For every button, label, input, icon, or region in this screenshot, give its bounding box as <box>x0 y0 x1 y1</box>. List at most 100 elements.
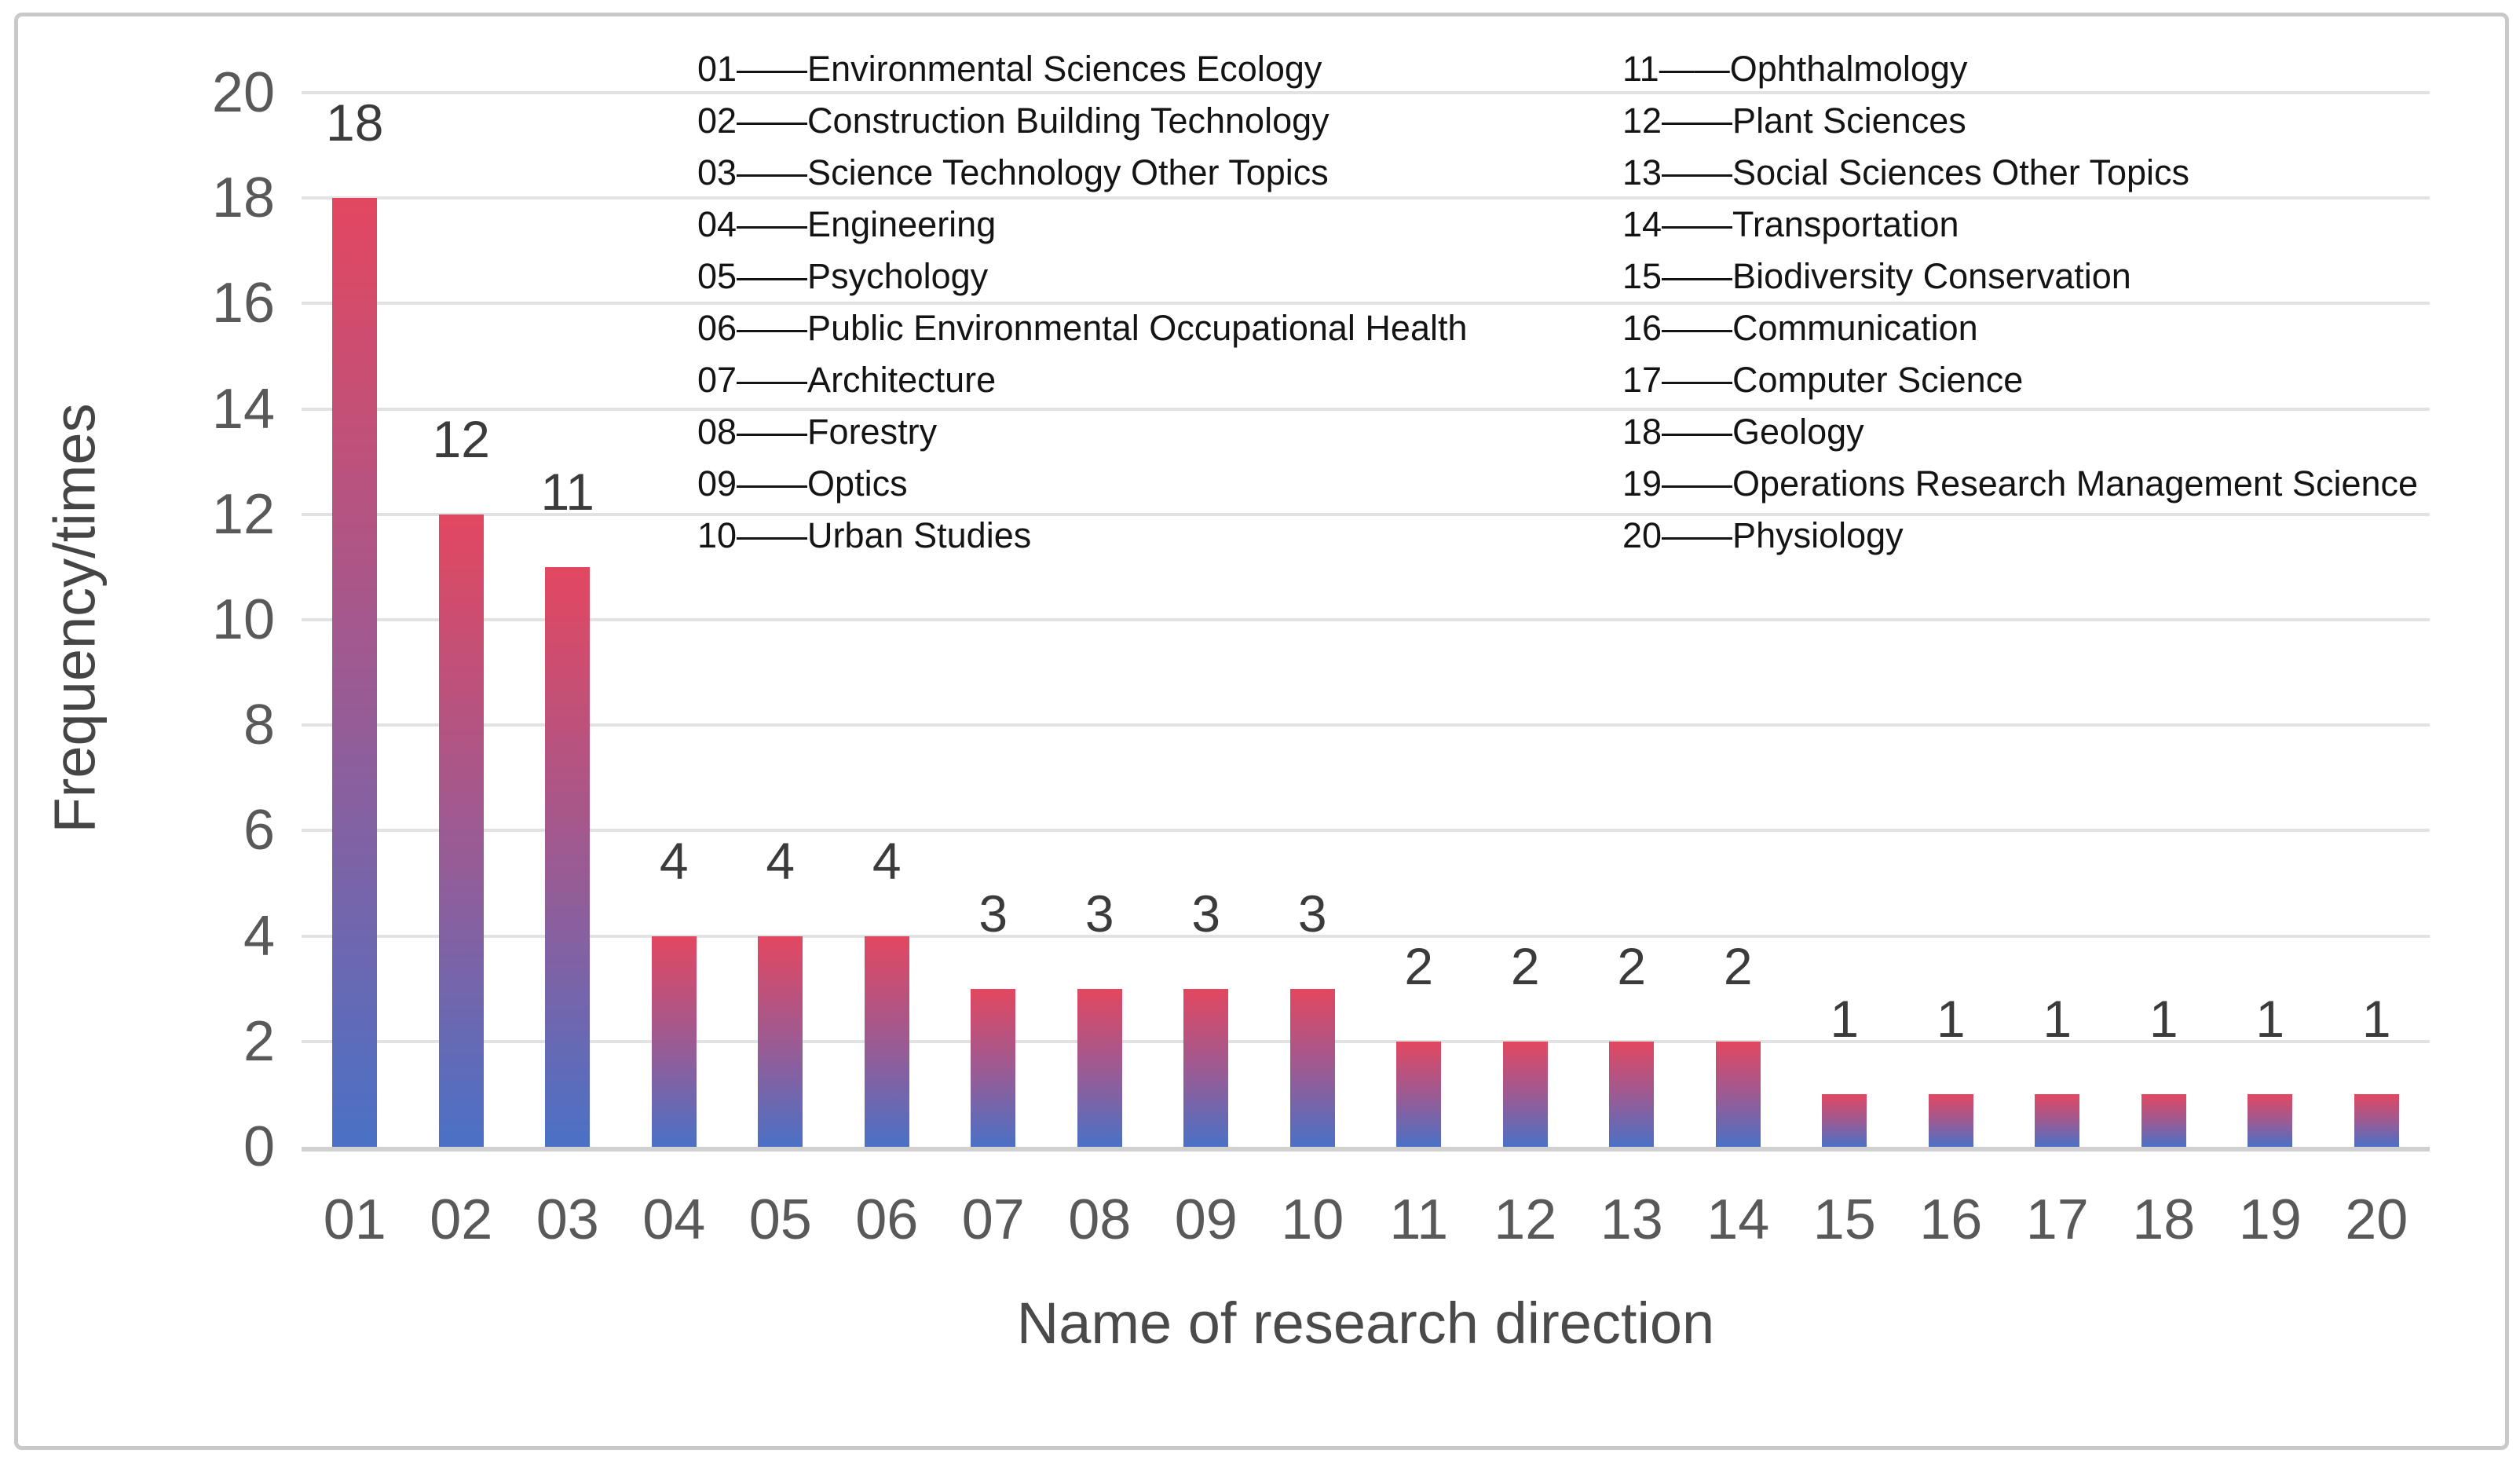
y-tick-label-2: 2 <box>243 1009 275 1073</box>
gridline-y8 <box>302 723 2430 727</box>
y-tick-label-12: 12 <box>211 482 275 546</box>
x-tick-label-20: 20 <box>2345 1188 2408 1251</box>
x-axis-line <box>302 1147 2430 1152</box>
x-tick-label-16: 16 <box>1919 1188 1983 1251</box>
y-tick-label-10: 10 <box>211 588 275 651</box>
bar-11 <box>1396 1041 1442 1147</box>
data-label-04: 4 <box>659 831 689 890</box>
bar-04 <box>651 936 697 1147</box>
data-label-11: 2 <box>1404 936 1434 995</box>
legend-item-left-5: 05——Psychology <box>697 256 989 296</box>
x-axis-title: Name of research direction <box>1016 1291 1715 1356</box>
x-tick-label-09: 09 <box>1174 1188 1238 1251</box>
legend-item-left-7: 07——Architecture <box>697 360 997 400</box>
data-label-16: 1 <box>1936 989 1966 1048</box>
bar-18 <box>2141 1093 2186 1147</box>
bar-12 <box>1502 1041 1548 1147</box>
x-tick-label-03: 03 <box>536 1188 599 1251</box>
x-tick-label-18: 18 <box>2132 1188 2196 1251</box>
data-label-05: 4 <box>766 831 796 890</box>
data-label-13: 2 <box>1617 936 1647 995</box>
bar-07 <box>971 988 1016 1147</box>
legend-item-left-6: 06——Public Environmental Occupational He… <box>697 308 1468 348</box>
bar-15 <box>1822 1093 1867 1147</box>
legend-item-left-10: 10——Urban Studies <box>697 515 1032 555</box>
y-tick-label-4: 4 <box>243 904 275 968</box>
legend-item-left-9: 09——Optics <box>697 463 908 503</box>
bar-01 <box>332 198 378 1147</box>
legend-item-right-4: 14——Transportation <box>1622 204 1959 244</box>
legend-item-right-5: 15——Biodiversity Conservation <box>1622 256 2131 296</box>
y-tick-label-0: 0 <box>243 1115 275 1178</box>
data-label-19: 1 <box>2255 989 2285 1048</box>
data-label-06: 4 <box>872 831 902 890</box>
data-label-14: 2 <box>1723 936 1753 995</box>
data-label-02: 12 <box>432 409 490 468</box>
gridline-y18 <box>302 196 2430 200</box>
x-tick-label-07: 07 <box>961 1188 1025 1251</box>
bar-14 <box>1715 1041 1761 1147</box>
bar-08 <box>1077 988 1122 1147</box>
bar-20 <box>2354 1093 2399 1147</box>
y-tick-label-20: 20 <box>211 61 275 124</box>
bar-17 <box>2035 1093 2080 1147</box>
data-label-12: 2 <box>1510 936 1540 995</box>
x-tick-label-02: 02 <box>430 1188 493 1251</box>
legend-item-left-4: 04——Engineering <box>697 204 997 244</box>
x-tick-label-13: 13 <box>1600 1188 1663 1251</box>
bar-03 <box>545 566 591 1147</box>
y-axis-title: Frequency/times <box>42 403 108 833</box>
gridline-y6 <box>302 829 2430 833</box>
data-label-09: 3 <box>1191 884 1221 943</box>
x-tick-label-06: 06 <box>855 1188 919 1251</box>
y-tick-label-16: 16 <box>211 272 275 335</box>
legend-item-left-1: 01——Environmental Sciences Ecology <box>697 49 1322 89</box>
legend-item-right-1: 11——Ophthalmology <box>1622 49 1968 89</box>
gridline-y10 <box>302 618 2430 621</box>
y-tick-label-18: 18 <box>211 167 275 230</box>
gridline-y16 <box>302 302 2430 306</box>
x-tick-label-04: 04 <box>642 1188 706 1251</box>
x-tick-label-15: 15 <box>1812 1188 1876 1251</box>
gridline-y20 <box>302 91 2430 94</box>
bar-13 <box>1609 1041 1655 1147</box>
x-tick-label-17: 17 <box>2025 1188 2089 1251</box>
x-tick-label-08: 08 <box>1068 1188 1132 1251</box>
x-tick-label-01: 01 <box>323 1188 386 1251</box>
gridline-y14 <box>302 407 2430 411</box>
x-tick-label-12: 12 <box>1494 1188 1557 1251</box>
legend-item-right-7: 17——Computer Science <box>1622 360 2024 400</box>
legend-item-right-9: 19——Operations Research Management Scien… <box>1622 463 2419 503</box>
x-tick-label-19: 19 <box>2238 1188 2302 1251</box>
legend-item-right-2: 12——Plant Sciences <box>1622 101 1966 141</box>
bar-09 <box>1183 988 1229 1147</box>
data-label-20: 1 <box>2361 989 2391 1048</box>
legend-left-column: 01——Environmental Sciences Ecology 02——Co… <box>697 43 1468 562</box>
y-tick-label-8: 8 <box>243 694 275 757</box>
gridline-y12 <box>302 512 2430 516</box>
legend-item-right-3: 13——Social Sciences Other Topics <box>1622 152 2189 192</box>
x-tick-label-14: 14 <box>1706 1188 1770 1251</box>
bar-16 <box>1928 1093 1973 1147</box>
bar-06 <box>864 936 909 1147</box>
legend-item-left-8: 08——Forestry <box>697 412 938 452</box>
bar-02 <box>438 514 484 1147</box>
legend-item-right-8: 18——Geology <box>1622 412 1864 452</box>
data-label-15: 1 <box>1830 989 1860 1048</box>
x-tick-label-10: 10 <box>1281 1188 1344 1251</box>
legend-right-column: 11——Ophthalmology 12——Plant Sciences 13——S… <box>1622 43 2418 562</box>
legend-item-left-3: 03——Science Technology Other Topics <box>697 152 1329 192</box>
data-label-17: 1 <box>2043 989 2072 1048</box>
gridline-y2 <box>302 1039 2430 1043</box>
bar-19 <box>2248 1093 2293 1147</box>
y-tick-label-14: 14 <box>211 377 275 441</box>
gridline-y4 <box>302 934 2430 938</box>
legend-item-right-10: 20——Physiology <box>1622 515 1904 555</box>
data-label-01: 18 <box>326 93 384 152</box>
data-label-18: 1 <box>2149 989 2178 1048</box>
chart-outer-border <box>14 13 2509 1450</box>
x-tick-label-11: 11 <box>1389 1188 1449 1251</box>
y-tick-label-6: 6 <box>243 799 275 862</box>
